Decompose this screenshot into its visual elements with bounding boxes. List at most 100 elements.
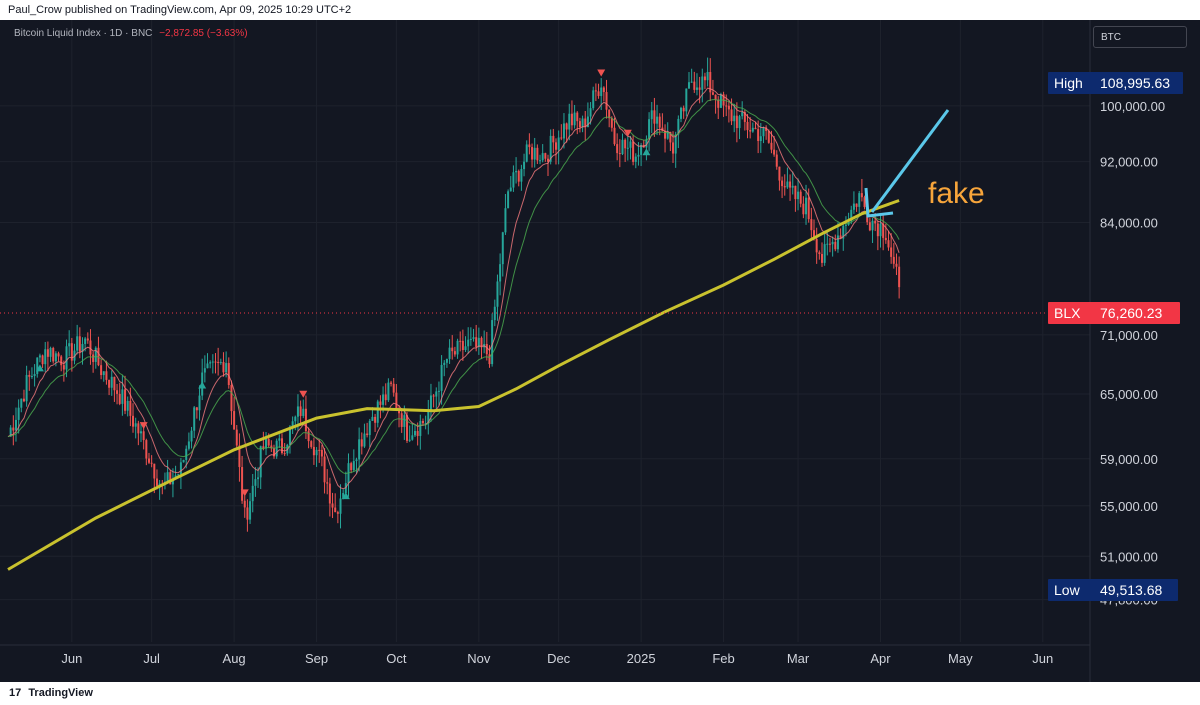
x-axis[interactable]: Jun Jul Aug Sep Oct Nov Dec 2025 Feb Mar Apr May Jun bbox=[61, 651, 1053, 666]
chart-area[interactable]: 47,800.0051,000.0055,000.0059,000.0065,0… bbox=[0, 20, 1200, 682]
candle-body bbox=[38, 355, 41, 358]
candle-body bbox=[562, 123, 565, 139]
candle-body bbox=[20, 398, 23, 408]
candle-body bbox=[382, 394, 385, 405]
candle-body bbox=[147, 458, 150, 463]
candle-body bbox=[698, 87, 701, 90]
candle-body bbox=[387, 382, 390, 401]
candle-body bbox=[288, 426, 291, 445]
candle-body bbox=[863, 197, 866, 208]
candle-body bbox=[541, 153, 544, 161]
candle-body bbox=[214, 361, 217, 363]
candle-body bbox=[879, 223, 882, 237]
candle-body bbox=[549, 135, 552, 162]
y-axis[interactable]: 47,800.0051,000.0055,000.0059,000.0065,0… bbox=[1100, 99, 1165, 608]
x-tick-label: Nov bbox=[467, 651, 491, 666]
candle-body bbox=[440, 364, 443, 391]
candle-body bbox=[137, 423, 140, 434]
annotation-arrow bbox=[864, 109, 950, 218]
candle-body bbox=[126, 400, 129, 411]
candle-body bbox=[246, 507, 249, 520]
candle-body bbox=[626, 147, 629, 149]
candle-body bbox=[610, 118, 613, 128]
candle-body bbox=[294, 416, 297, 422]
candle-body bbox=[416, 431, 419, 436]
candle-body bbox=[118, 393, 121, 404]
candle-body bbox=[9, 427, 12, 437]
candle-body bbox=[331, 503, 334, 508]
candle-body bbox=[419, 420, 422, 436]
candle-body bbox=[560, 137, 563, 139]
candle-body bbox=[384, 394, 387, 401]
candle-body bbox=[783, 186, 786, 188]
ema-line bbox=[7, 87, 900, 490]
candle-body bbox=[544, 153, 547, 159]
signal-triangle bbox=[139, 422, 148, 430]
candle-body bbox=[124, 389, 127, 411]
candle-body bbox=[557, 137, 560, 150]
candle-body bbox=[116, 390, 119, 394]
last_price_label-value: 76,260.23 bbox=[1100, 305, 1162, 321]
candle-body bbox=[334, 507, 337, 513]
candle-body bbox=[871, 220, 874, 231]
candle-body bbox=[680, 107, 683, 119]
candle-body bbox=[358, 439, 361, 460]
x-tick-label: May bbox=[948, 651, 973, 666]
candle-body bbox=[892, 256, 895, 264]
candle-body bbox=[262, 446, 265, 449]
candle-body bbox=[278, 438, 281, 441]
candle-body bbox=[395, 392, 398, 409]
candle-body bbox=[786, 181, 789, 188]
candle-body bbox=[17, 407, 20, 420]
candle-body bbox=[52, 347, 55, 362]
x-tick-label: Jun bbox=[61, 651, 82, 666]
candle-body bbox=[86, 338, 89, 341]
candle-body bbox=[815, 239, 818, 253]
candle-body bbox=[57, 353, 60, 357]
candle-body bbox=[767, 130, 770, 143]
candle-body bbox=[110, 376, 113, 388]
candle-body bbox=[153, 463, 156, 479]
candle-body bbox=[517, 170, 520, 182]
candle-body bbox=[134, 423, 137, 427]
candle-body bbox=[770, 142, 773, 150]
candle-body bbox=[326, 482, 329, 484]
candle-body bbox=[60, 356, 63, 366]
annotation-text: fake bbox=[928, 177, 985, 210]
candle-body bbox=[672, 142, 675, 154]
candle-body bbox=[834, 241, 837, 250]
candle-body bbox=[735, 115, 738, 129]
signal-triangle bbox=[623, 129, 632, 137]
publish-header: Paul_Crow published on TradingView.com, … bbox=[0, 0, 1200, 20]
candle-body bbox=[831, 241, 834, 245]
symbol-input[interactable]: BTC bbox=[1093, 26, 1187, 48]
candle-body bbox=[648, 119, 651, 140]
candle-body bbox=[666, 131, 669, 139]
y-tick-label: 59,000.00 bbox=[1100, 452, 1158, 467]
candle-body bbox=[717, 99, 720, 108]
candle-body bbox=[424, 423, 427, 425]
candle-body bbox=[203, 368, 206, 373]
price-chart[interactable]: 47,800.0051,000.0055,000.0059,000.0065,0… bbox=[0, 20, 1200, 682]
high_label-name: High bbox=[1054, 75, 1083, 91]
candle-body bbox=[754, 127, 757, 130]
candle-body bbox=[171, 479, 174, 485]
candle-body bbox=[366, 433, 369, 436]
candle-body bbox=[797, 191, 800, 200]
y-tick-label: 84,000.00 bbox=[1100, 215, 1158, 230]
candle-body bbox=[895, 263, 898, 267]
x-tick-label: Jun bbox=[1032, 651, 1053, 666]
candle-body bbox=[725, 105, 728, 107]
last_price_label-name: BLX bbox=[1054, 305, 1081, 321]
candle-body bbox=[637, 154, 640, 157]
candle-body bbox=[629, 141, 632, 148]
candle-body bbox=[97, 347, 100, 366]
candle-body bbox=[62, 365, 65, 370]
y-tick-label: 92,000.00 bbox=[1100, 155, 1158, 170]
low_label-value: 49,513.68 bbox=[1100, 582, 1162, 598]
candle-body bbox=[249, 501, 252, 520]
candle-body bbox=[429, 395, 432, 412]
candle-body bbox=[251, 485, 254, 502]
candle-body bbox=[243, 500, 246, 508]
candle-body bbox=[92, 354, 95, 362]
